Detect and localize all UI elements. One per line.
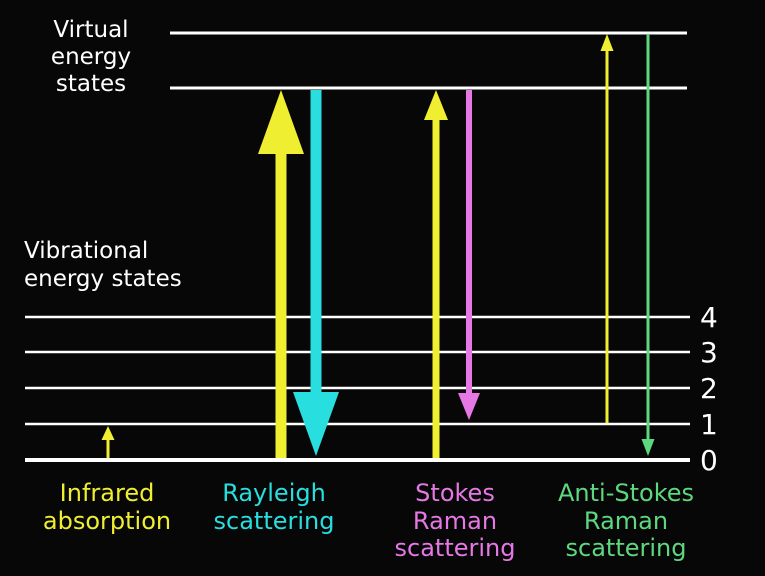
stokes-scattering-arrow-head	[458, 393, 480, 420]
virtual-energy-states-label: Virtual energy states	[50, 17, 132, 97]
rayleigh-excitation-arrow-head	[258, 90, 304, 154]
stokes-excitation-arrow-head	[424, 90, 448, 120]
anti-stokes-excitation-arrow-head	[600, 34, 614, 51]
rayleigh-scattering-caption: Rayleigh scattering	[213, 479, 335, 535]
vibrational-energy-states-label: Vibrational energy states	[24, 238, 182, 292]
rayleigh-scattering-arrow-head	[293, 392, 339, 456]
vibrational-level-number: 2	[700, 372, 718, 405]
infrared-absorption-arrow-head	[101, 426, 115, 440]
stokes-raman-scattering-caption: Stokes Raman scattering	[394, 479, 516, 562]
vibrational-level-number: 4	[700, 301, 718, 334]
vibrational-level-number: 3	[700, 336, 718, 369]
vibrational-level-number: 1	[700, 408, 718, 441]
anti-stokes-raman-scattering-caption: Anti-Stokes Raman scattering	[557, 479, 695, 562]
vibrational-level-number: 0	[700, 444, 718, 477]
infrared-absorption-caption: Infrared absorption	[42, 479, 172, 535]
anti-stokes-scattering-arrow-head	[641, 439, 655, 456]
